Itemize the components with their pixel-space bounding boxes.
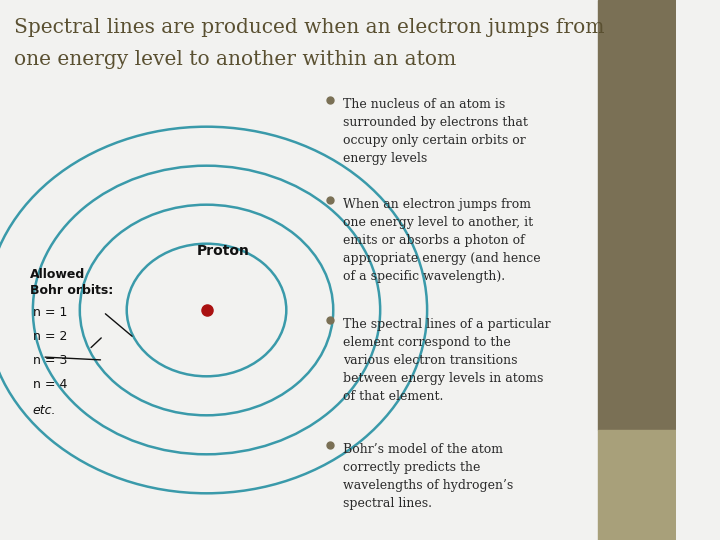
Text: The nucleus of an atom is
surrounded by electrons that
occupy only certain orbit: The nucleus of an atom is surrounded by … [343,98,528,165]
Text: one energy level to another within an atom: one energy level to another within an at… [14,50,456,69]
Text: Allowed: Allowed [30,268,85,281]
Text: etc.: etc. [33,404,56,417]
Text: n = 2: n = 2 [33,330,67,343]
Text: n = 4: n = 4 [33,378,67,391]
Text: Bohr’s model of the atom
correctly predicts the
wavelengths of hydrogen’s
spectr: Bohr’s model of the atom correctly predi… [343,443,513,510]
Text: When an electron jumps from
one energy level to another, it
emits or absorbs a p: When an electron jumps from one energy l… [343,198,540,283]
Text: Spectral lines are produced when an electron jumps from: Spectral lines are produced when an elec… [14,18,605,37]
Text: Proton: Proton [197,244,250,258]
Text: n = 3: n = 3 [33,354,67,367]
Text: Bohr orbits:: Bohr orbits: [30,284,113,297]
Bar [598,0,676,430]
Text: n = 1: n = 1 [33,306,67,319]
Text: The spectral lines of a particular
element correspond to the
various electron tr: The spectral lines of a particular eleme… [343,318,550,403]
Bar [598,430,676,540]
